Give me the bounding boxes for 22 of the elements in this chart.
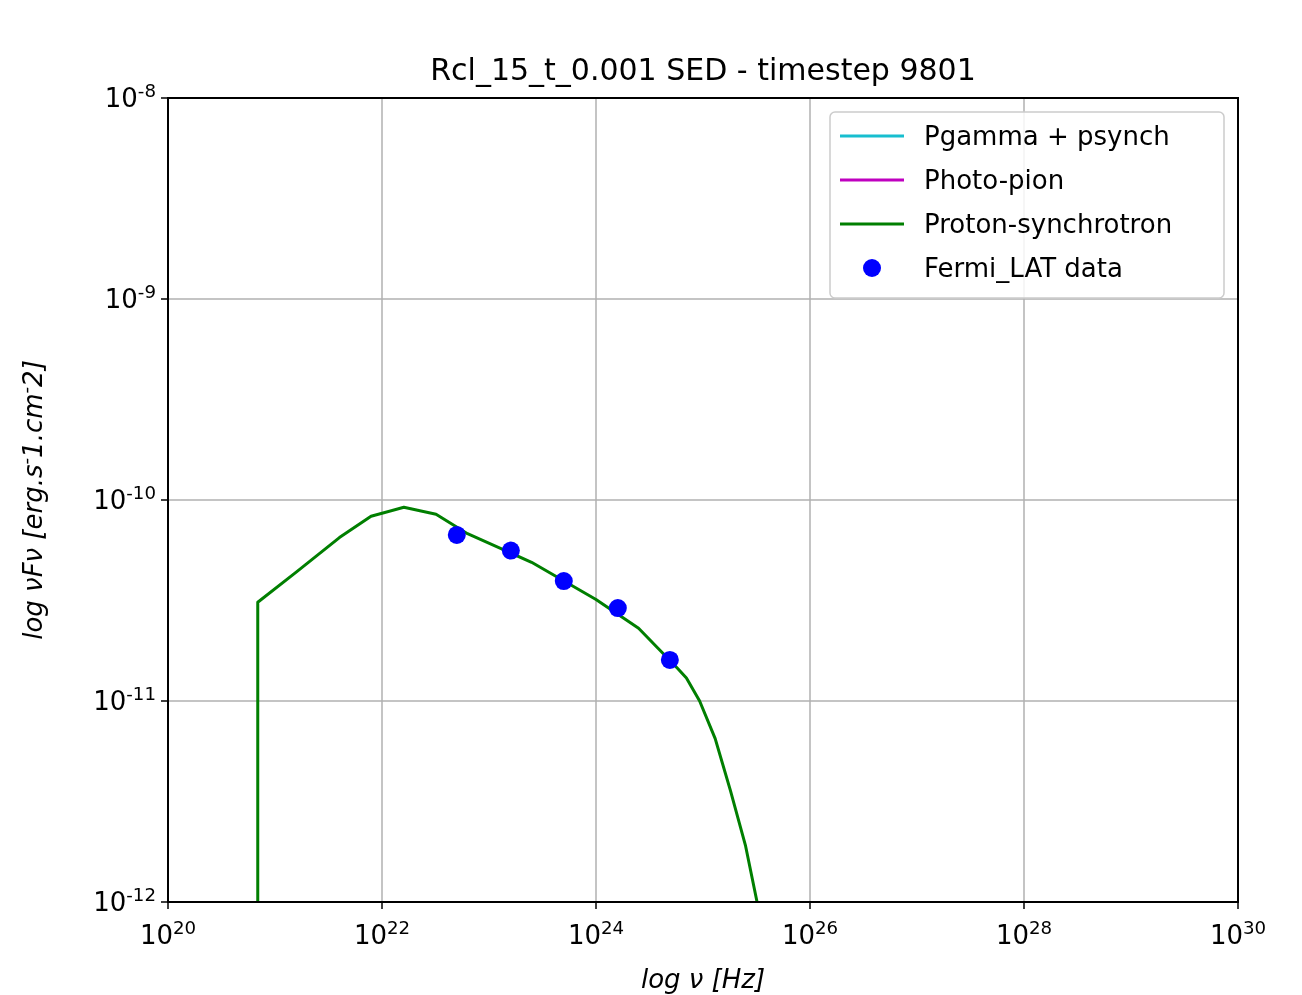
chart-title: Rcl_15_t_0.001 SED - timestep 9801: [430, 52, 976, 87]
legend-label: Photo-pion: [924, 165, 1065, 195]
legend-label: Proton-synchrotron: [924, 209, 1173, 239]
x-tick-label: 10$^{28}$: [995, 916, 1053, 950]
point: [447, 525, 466, 544]
x-tick-label: 10$^{30}$: [1209, 916, 1267, 950]
legend-label: Pgamma + psynch: [924, 121, 1170, 151]
y-tick-label: 10$^{-8}$: [104, 79, 156, 113]
x-tick-label: 10$^{20}$: [139, 916, 197, 950]
legend-label: Fermi_LAT data: [924, 253, 1123, 283]
point: [608, 599, 627, 618]
x-tick-label: 10$^{26}$: [781, 916, 839, 950]
x-axis-title: log ν [Hz]: [640, 964, 766, 994]
y-tick-label: 10$^{-12}$: [93, 883, 156, 917]
point: [501, 541, 520, 560]
x-tick-label: 10$^{24}$: [567, 916, 625, 950]
y-tick-label: 10$^{-10}$: [93, 481, 156, 515]
y-tick-label: 10$^{-11}$: [93, 682, 156, 716]
x-tick-label: 10$^{22}$: [353, 916, 411, 950]
point: [660, 650, 679, 669]
y-tick-label: 10$^{-9}$: [104, 280, 156, 314]
point: [554, 572, 573, 591]
